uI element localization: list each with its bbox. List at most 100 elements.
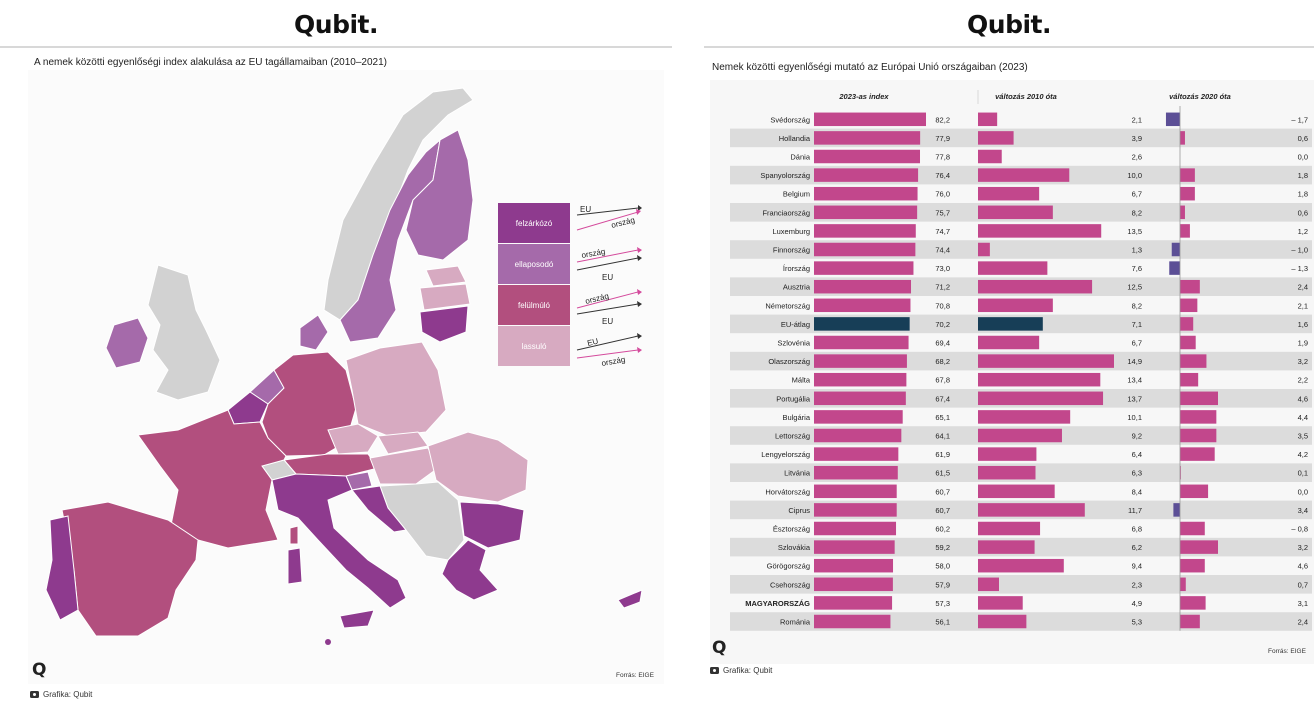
brand-logo: Qubit. [294,10,378,39]
value-label-2020: 1,8 [1298,190,1308,199]
value-label-2010: 6,2 [1132,543,1142,552]
bar-index [814,261,914,275]
bar-change-2020 [1180,279,1200,294]
bar-change-2020 [1180,131,1185,145]
bar-change-2010 [978,131,1014,145]
bar-index [814,242,916,257]
value-label-2020: 2,4 [1298,618,1308,627]
category-label: Spanyolország [760,171,810,180]
value-label-2020: 3,1 [1298,599,1308,608]
map-region-czechia [327,423,379,455]
camera-icon [710,667,719,674]
bar-change-2010 [978,484,1055,499]
value-label-index: 74,4 [935,246,950,255]
map-region-latvia [419,283,471,311]
category-label: Málta [792,376,811,385]
bar-change-2020 [1180,540,1218,554]
value-label-2010: 6,7 [1132,339,1142,348]
bar-change-2020 [1180,372,1199,387]
category-label: Szlovákia [778,543,811,552]
category-label: Németország [765,301,810,310]
category-label: Görögország [767,562,810,571]
source-note: Forrás: EIGE [1268,648,1306,655]
map-region-corsica [289,525,299,545]
bar-change-2020 [1180,447,1215,461]
value-label-2010: 9,4 [1132,562,1142,571]
category-label: Lengyelország [761,450,810,459]
value-label-2020: – 0,8 [1291,525,1308,534]
value-label-index: 75,7 [935,208,950,217]
value-label-2010: 8,2 [1132,301,1142,310]
legend-item-felulmulo: felülmúló [498,285,570,325]
value-label-index: 61,5 [935,469,950,478]
value-label-2020: 0,0 [1298,487,1308,496]
bar-index [814,540,895,554]
category-label: EU-átlag [781,320,810,329]
camera-icon [30,691,39,698]
value-label-2020: – 1,3 [1291,264,1308,273]
bar-change-2020 [1180,391,1218,406]
bar-index [814,521,897,536]
bar-change-2020 [1180,521,1205,536]
bar-index [814,354,907,368]
bar-change-2010 [978,205,1053,220]
bar-change-2010 [978,372,1101,387]
value-label-index: 73,0 [935,264,950,273]
bar-change-2020 [1180,484,1209,499]
bar-change-2010 [978,224,1102,238]
chart-panel: Qubit. Nemek közötti egyenlőségi mutató … [704,0,1314,715]
map-region-greece [441,539,499,601]
bar-change-2020 [1180,317,1194,331]
value-label-index: 76,0 [935,190,950,199]
bar-index [814,112,926,127]
value-label-2010: 2,6 [1132,153,1142,162]
value-label-2010: 12,5 [1127,283,1142,292]
bar-change-2010 [978,521,1041,536]
value-label-2010: 13,4 [1127,376,1142,385]
q-logo: Q [32,660,47,680]
bar-change-2010 [978,428,1062,443]
bar-index [814,428,902,443]
category-label: Ciprus [788,506,810,515]
bar-index [814,335,909,350]
map-region-finland [405,129,474,261]
bar-change-2020 [1180,596,1206,610]
legend-word: ország [601,355,626,368]
value-label-2020: 3,5 [1298,432,1308,441]
value-label-index: 77,9 [935,134,950,143]
bar-change-2020 [1180,410,1217,424]
legend-word: ország [584,291,609,306]
credit-text: Grafika: Qubit [723,666,773,675]
bar-index [814,298,911,313]
graphic-credit: Grafika: Qubit [30,690,92,699]
value-label-2020: 3,2 [1298,543,1308,552]
value-label-2010: 2,1 [1132,115,1142,124]
map-region-cyprus [617,589,643,609]
category-label: Románia [780,618,811,627]
category-label: Belgium [783,190,810,199]
legend-word: ország [610,215,635,230]
value-label-index: 65,1 [935,413,950,422]
bar-chart: 2023-as index változás 2010 óta változás 2… [730,90,1312,631]
bar-index [814,503,897,517]
bar-change-2010 [978,168,1070,182]
value-label-index: 61,9 [935,450,950,459]
bar-change-2010 [978,186,1040,201]
bar-index [814,279,912,294]
category-label: Franciaország [762,208,810,217]
bar-index [814,614,891,629]
value-label-2010: 8,4 [1132,487,1142,496]
bar-change-2020 [1171,242,1180,257]
category-label: Írország [783,264,810,273]
graphic-credit: Grafika: Qubit [710,666,772,675]
value-label-2010: 2,3 [1132,580,1142,589]
bar-change-2010 [978,354,1114,368]
bar-index [814,465,898,480]
value-label-index: 71,2 [935,283,950,292]
bar-change-2020 [1180,614,1200,629]
bar-change-2020 [1180,428,1217,443]
value-label-2010: 5,3 [1132,618,1142,627]
bar-change-2020 [1169,261,1180,275]
bar-change-2010 [978,335,1040,350]
column-header-2020: változás 2020 óta [1169,92,1231,101]
